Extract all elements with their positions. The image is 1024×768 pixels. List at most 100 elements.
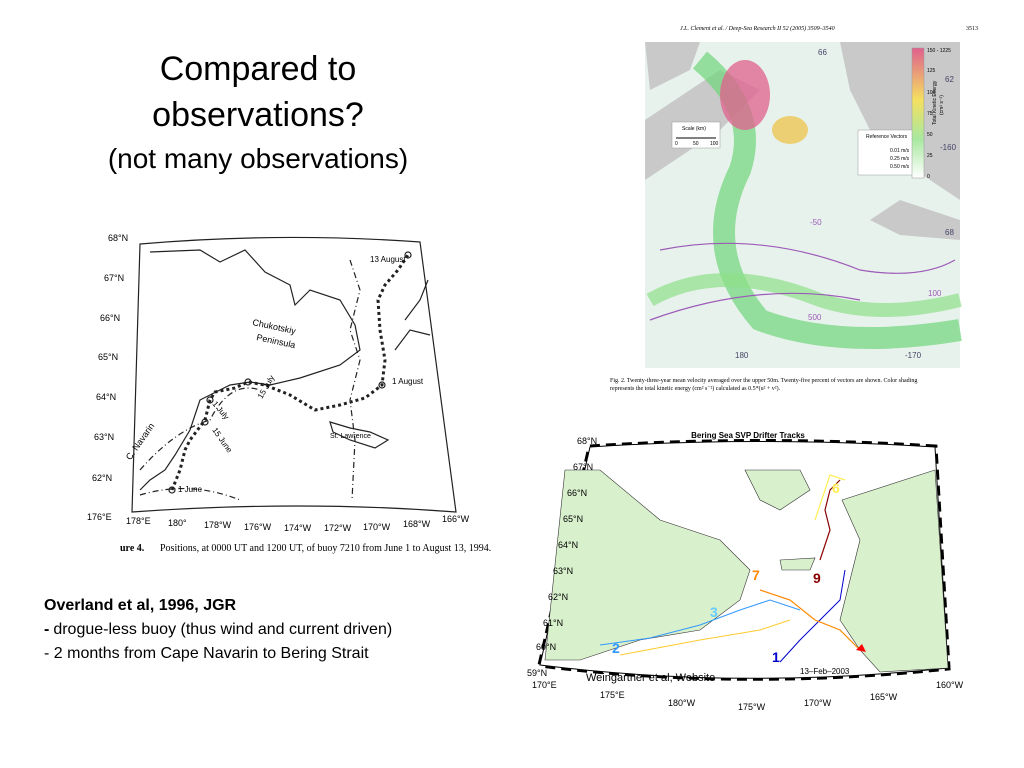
lat-label: 66°N [567,488,587,498]
lon-label: 166°W [442,514,470,524]
energy-hotspot [772,116,808,144]
contour [649,292,861,321]
lat-label: 66°N [100,313,120,323]
scale-tick: 100 [710,141,719,147]
lon-label: 165°W [870,692,898,702]
lat-label: 60°N [536,642,556,652]
track-number: 7 [752,567,760,583]
release-marker [856,644,866,652]
bullet: - drogue-less buoy (thus wind and current… [44,621,392,638]
lat-label: 61°N [543,618,563,628]
date-label: 13 August [370,255,406,264]
track-number: 6 [832,480,840,496]
lon-label: 170°W [363,522,391,532]
bullet: - 2 months from Cape Navarin to Bering S… [44,645,369,662]
place-label: St. Lawrence [330,433,371,440]
figure-caption: represents the total kinetic energy (cm²… [610,385,781,392]
scale-tick: 0 [675,141,678,147]
date-marker [168,486,176,494]
coastline [394,329,431,351]
figure-caption: Fig. 2. Twenty-three-year mean velocity … [610,377,917,384]
track-number: 3 [710,604,718,620]
lon-label: 174°W [284,523,312,533]
legend-label: 100 [927,90,936,96]
lat-label: 68°N [108,233,128,243]
lon-label: 176°E [87,512,112,522]
lon-label: 178°W [204,520,232,530]
date-label: 1 June [178,485,203,494]
coastline [404,279,429,321]
place-label: C. Navarin [124,421,157,462]
lon-label: 180° [168,518,187,528]
journal-header: J.L. Clement et al. / Deep-Sea Research … [680,25,835,32]
land [544,469,751,661]
vector-label: 0.01 m/s [890,148,910,154]
lon-label: 160°W [936,680,964,690]
drifter-map [536,439,951,681]
reference: Overland et al, 1996, JGR [44,597,237,614]
model-map [645,42,962,368]
buoy-track [170,254,410,491]
drifter-map-labels: 68°N 67°N 66°N 65°N 64°N 63°N 62°N 61°N 60°N 59°N… [527,436,964,712]
contour [659,242,956,274]
lat-label: 62°N [92,473,112,483]
credit: Weingartner et al, Website [586,672,715,684]
lon-label: 170°E [532,680,557,690]
drifter-track [599,599,801,646]
land [839,469,949,673]
isobath [139,387,261,471]
land [744,469,811,511]
contour-label: 66 [818,48,827,57]
lon-label: 175°E [600,690,625,700]
contour-label: 100 [928,289,942,298]
drifter-track [819,479,841,561]
map-title: Bering Sea SVP Drifter Tracks [691,431,805,440]
buoy-map [131,236,457,513]
scale-title: Scale (km) [682,126,706,132]
legend-label: 25 [927,153,933,159]
legend-title: Total Kinetic Energy [932,80,938,125]
contour-label: -160 [940,143,957,152]
lat-label: 67°N [104,273,124,283]
lat-label: 65°N [98,352,118,362]
track-number: 2 [612,640,620,656]
vector-label: 0.50 m/s [890,164,910,170]
contour-label: -50 [810,218,822,227]
scale-tick: 50 [693,141,699,147]
date-marker [206,396,214,404]
drifter-track [759,589,861,651]
lat-label: 68°N [577,436,597,446]
lon-label: 172°W [324,523,352,533]
track-number: 9 [813,570,821,586]
lon-label: 170°W [804,698,832,708]
land [645,42,700,90]
legend-label: 50 [927,132,933,138]
lon-label: 176°W [244,522,272,532]
land [840,42,960,200]
date-label: 15 June [210,426,234,455]
scale-box [671,121,721,149]
lat-label: 64°N [558,540,578,550]
date-marker [404,251,412,259]
contour-label: 62 [945,75,954,84]
contour-label: 500 [808,313,822,322]
date-marker [201,418,209,426]
legend-label: 150 - 1225 [927,48,951,54]
map-date: 13–Feb–2003 [800,667,850,676]
vectors-box [857,129,917,176]
energy-band [646,273,962,317]
lat-label: 64°N [96,392,116,402]
drifter-track [779,569,846,663]
lat-label: 65°N [563,514,583,524]
lon-label: 168°W [403,519,431,529]
contour-label: 180 [735,351,749,360]
date-marker [378,381,386,389]
vector-label: 0.25 m/s [890,156,910,162]
legend-label: 125 [927,68,936,74]
figure-label: ure 4. [120,543,145,554]
legend-label: 75 [927,111,933,117]
land [870,200,960,240]
drifter-track [814,474,846,521]
vectors-title: Reference Vectors [866,134,908,140]
